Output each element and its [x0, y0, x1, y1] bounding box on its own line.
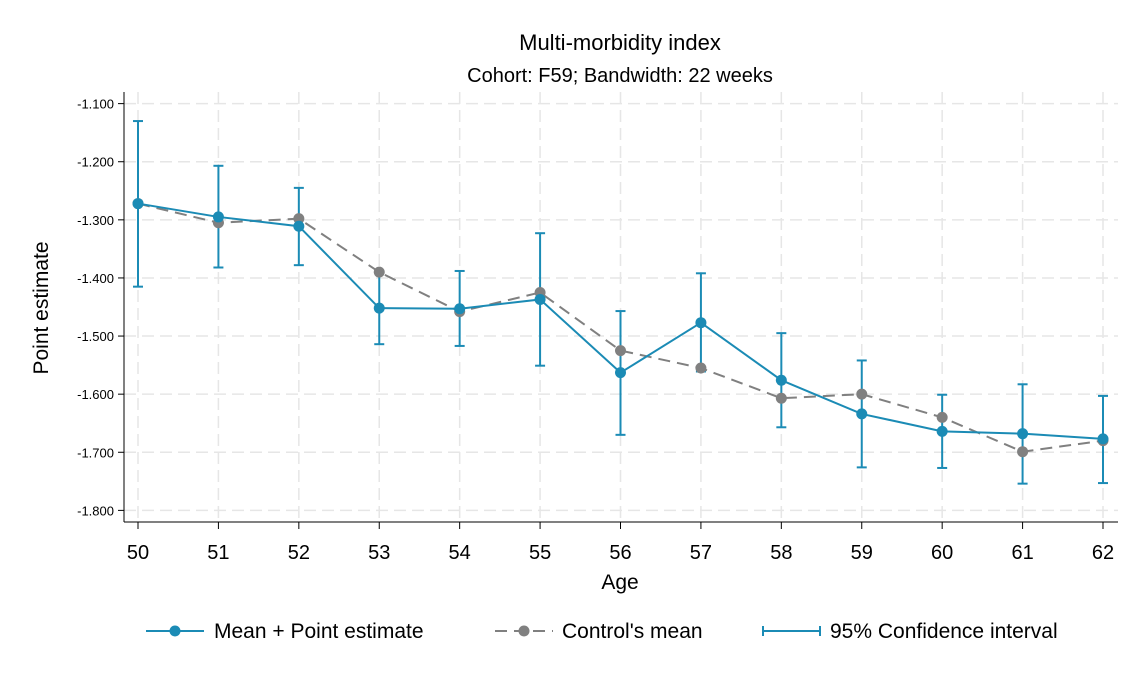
control-mean-point — [1017, 446, 1029, 458]
legend-item-point-estimate: Mean + Point estimate — [146, 620, 424, 643]
x-tick-label: 51 — [207, 542, 229, 564]
x-tick-label: 53 — [368, 542, 390, 564]
point-estimate-point — [615, 367, 626, 379]
x-tick-label: 60 — [931, 542, 953, 564]
x-tick-label: 55 — [529, 542, 551, 564]
x-tick-label: 61 — [1011, 542, 1033, 564]
x-tick-label: 59 — [851, 542, 873, 564]
point-estimate-point — [695, 317, 707, 329]
point-estimate-point — [132, 198, 144, 210]
control-mean-point — [373, 266, 385, 278]
x-axis-label: Age — [601, 571, 638, 594]
x-tick-labels: 50 51 52 53 54 55 56 57 58 59 60 61 62 — [127, 522, 1114, 564]
series — [132, 120, 1109, 485]
point-estimate-point — [1017, 428, 1029, 440]
control-mean-point — [936, 411, 948, 423]
point-estimate-point — [936, 425, 948, 437]
y-tick-labels: -1.100 -1.200 -1.300 -1.400 -1.500 -1.600 -1.7… — [77, 97, 124, 518]
legend-swatch-marker — [518, 625, 530, 637]
y-tick-label: -1.700 — [77, 445, 114, 460]
y-tick-label: -1.100 — [77, 97, 114, 112]
point-estimate-point — [293, 220, 305, 232]
control-mean-point — [775, 392, 787, 404]
x-tick-label: 50 — [127, 542, 149, 564]
y-tick-label: -1.200 — [77, 155, 114, 170]
legend-label: Control's mean — [562, 620, 703, 643]
chart-title: Multi-morbidity index — [519, 30, 721, 55]
legend-label: 95% Confidence interval — [830, 620, 1058, 643]
x-tick-label: 54 — [449, 542, 471, 564]
legend-item-control-mean: Control's mean — [495, 620, 703, 643]
legend-label: Mean + Point estimate — [214, 620, 424, 643]
chart-subtitle: Cohort: F59; Bandwidth: 22 weeks — [467, 65, 773, 87]
gridlines — [124, 92, 1118, 522]
point-estimate-point — [373, 302, 385, 314]
x-tick-label: 57 — [690, 542, 712, 564]
point-estimate-point — [775, 374, 787, 386]
y-tick-label: -1.600 — [77, 387, 114, 402]
point-estimate-point — [212, 211, 224, 223]
point-estimate-point — [856, 408, 868, 420]
point-estimate-point — [454, 303, 466, 315]
x-tick-label: 56 — [609, 542, 631, 564]
point-estimate-point — [1097, 433, 1109, 445]
control-mean-point — [856, 388, 868, 400]
y-tick-label: -1.800 — [77, 503, 114, 518]
y-tick-label: -1.500 — [77, 329, 114, 344]
point-estimate-series — [132, 198, 1109, 445]
x-tick-label: 52 — [288, 542, 310, 564]
point-estimate-point — [534, 293, 546, 305]
control-mean-point — [293, 213, 305, 225]
y-tick-label: -1.300 — [77, 213, 114, 228]
legend-swatch-marker — [169, 625, 181, 637]
y-tick-label: -1.400 — [77, 271, 114, 286]
legend: Mean + Point estimate Control's mean 95% C… — [146, 620, 1058, 643]
x-tick-label: 58 — [770, 542, 792, 564]
legend-item-confidence-interval: 95% Confidence interval — [762, 620, 1058, 643]
control-mean-point — [615, 345, 626, 357]
control-mean-point — [695, 362, 707, 374]
x-tick-label: 62 — [1092, 542, 1114, 564]
y-axis-label: Point estimate — [30, 241, 53, 374]
